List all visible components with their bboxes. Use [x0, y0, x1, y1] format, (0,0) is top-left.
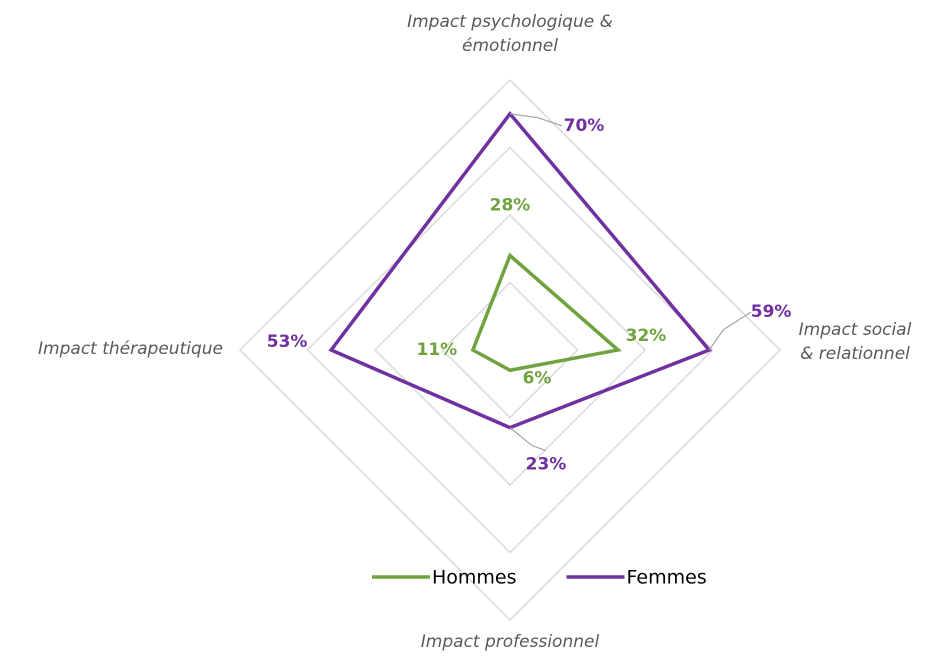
legend-label: Femmes	[627, 567, 707, 589]
leader-line	[509, 113, 563, 127]
grid-ring	[238, 78, 782, 622]
data-label: 32%	[626, 326, 667, 346]
grid-ring	[441, 281, 579, 419]
grid-ring	[306, 146, 714, 554]
data-label: 59%	[751, 302, 792, 322]
axis-label: Impact thérapeutique	[38, 339, 223, 359]
data-label: 28%	[490, 196, 531, 216]
data-label: 6%	[523, 368, 552, 388]
axis-label: Impact social & relationnel	[798, 320, 912, 364]
data-label: 23%	[526, 455, 567, 475]
data-label: 11%	[417, 340, 458, 360]
axis-label: Impact professionnel	[420, 632, 600, 652]
data-label: 53%	[267, 332, 308, 352]
grid-ring	[373, 213, 647, 487]
series-line	[470, 252, 622, 373]
legend-label: Hommes	[432, 567, 517, 589]
data-label: 70%	[564, 116, 605, 136]
leader-line	[708, 311, 752, 351]
axis-label: Impact psychologique & émotionnel	[407, 12, 613, 56]
leader-line	[509, 427, 547, 452]
